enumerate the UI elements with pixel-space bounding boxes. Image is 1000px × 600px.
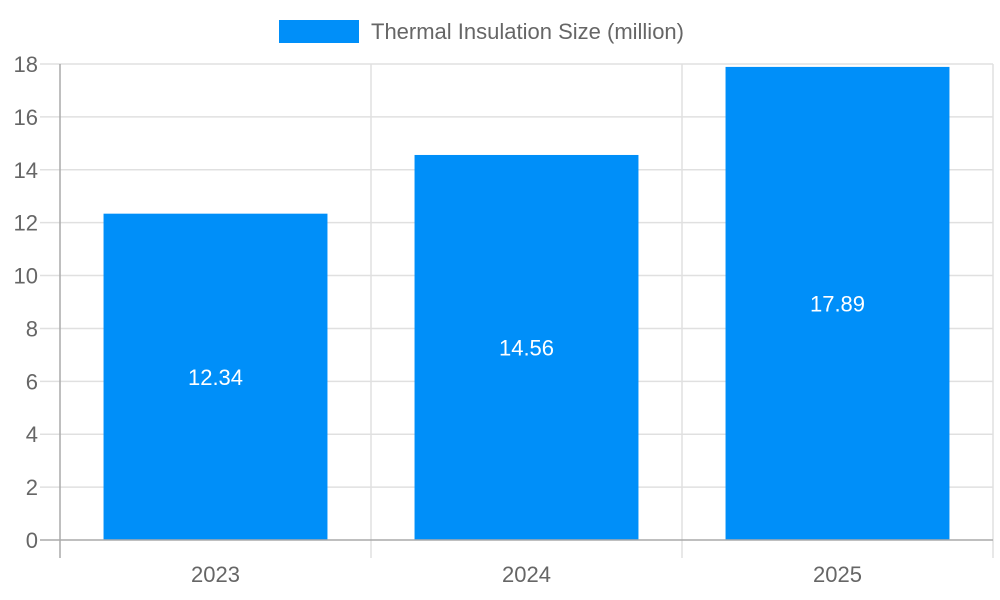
y-tick-label: 2	[26, 475, 38, 500]
data-label: 12.34	[188, 365, 243, 390]
y-tick-label: 16	[14, 105, 38, 130]
y-tick-label: 14	[14, 158, 38, 183]
x-tick-label: 2023	[191, 562, 240, 587]
bars: 12.34 14.56 17.89	[103, 66, 950, 541]
x-tick-label: 2025	[813, 562, 862, 587]
y-tick-label: 4	[26, 422, 38, 447]
y-tick-label: 10	[14, 264, 38, 289]
legend-swatch	[279, 20, 359, 43]
legend-label: Thermal Insulation Size (million)	[371, 19, 684, 44]
y-tick-label: 0	[26, 528, 38, 553]
legend[interactable]: Thermal Insulation Size (million)	[279, 19, 684, 44]
data-label: 17.89	[810, 291, 865, 316]
y-tick-label: 6	[26, 369, 38, 394]
axes: 0 2 4 6 8 10 12 14 16 18 2023 2024 2025	[14, 52, 993, 587]
bar-2024	[414, 154, 639, 541]
y-tick-label: 18	[14, 52, 38, 77]
y-tick-label: 12	[14, 211, 38, 236]
bar-2023	[103, 213, 328, 541]
x-tick-label: 2024	[502, 562, 551, 587]
y-tick-label: 8	[26, 316, 38, 341]
bar-2025	[725, 66, 950, 541]
data-label: 14.56	[499, 335, 554, 360]
